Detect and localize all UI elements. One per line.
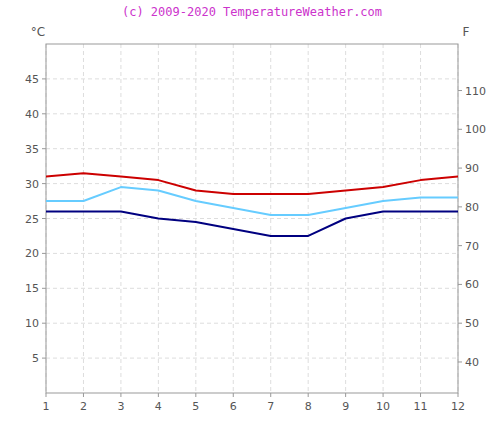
tick-label: 8 [305, 400, 312, 413]
tick-label: 20 [25, 247, 39, 260]
tick-label: 60 [465, 278, 479, 291]
tick-label: 50 [465, 317, 479, 330]
tick [46, 393, 47, 397]
tick [42, 183, 46, 184]
tick [458, 206, 462, 207]
tick-label: 70 [465, 240, 479, 253]
tick-label: 6 [230, 400, 237, 413]
grid-line [46, 218, 458, 219]
tick-label: 5 [32, 352, 39, 365]
grid-line [383, 44, 384, 393]
grid-line [195, 44, 196, 393]
plot-frame [46, 44, 458, 393]
tick-label: 9 [342, 400, 349, 413]
tick-label: 4 [155, 400, 162, 413]
tick [195, 393, 196, 397]
tick [42, 148, 46, 149]
axis-label: °C [31, 25, 45, 39]
tick-label: 15 [25, 282, 39, 295]
tick [42, 358, 46, 359]
grid-line [46, 323, 458, 324]
tick [458, 129, 462, 130]
grid-line [270, 44, 271, 393]
tick [345, 393, 346, 397]
tick [42, 218, 46, 219]
grid-line [46, 253, 458, 254]
tick-label: 11 [414, 400, 428, 413]
tick [42, 288, 46, 289]
grid-line [233, 44, 234, 393]
tick [308, 393, 309, 397]
lines [46, 173, 458, 236]
tick [458, 168, 462, 169]
tick [158, 393, 159, 397]
tick-label: 90 [465, 162, 479, 175]
tick [120, 393, 121, 397]
grid-line [46, 113, 458, 114]
grid-line [46, 358, 458, 359]
tick-label: 40 [465, 356, 479, 369]
tick [383, 393, 384, 397]
tick [83, 393, 84, 397]
tick-label: 5 [192, 400, 199, 413]
tick [458, 245, 462, 246]
tick-label: 40 [25, 108, 39, 121]
grid-line [420, 44, 421, 393]
chart: (c) 2009-2020 TemperatureWeather.com 5 10 1… [0, 0, 504, 425]
tick-label: 100 [465, 123, 486, 136]
tick-label: 2 [80, 400, 87, 413]
tick [420, 393, 421, 397]
tick-label: 10 [25, 317, 39, 330]
grid [46, 44, 458, 393]
tick [233, 393, 234, 397]
tick-label: 7 [267, 400, 274, 413]
tick-label: 80 [465, 201, 479, 214]
y2-axis: 40 50 60 70 80 90 100 110 [458, 85, 486, 369]
tick-label: 3 [117, 400, 124, 413]
tick [42, 253, 46, 254]
tick-label: 12 [451, 400, 465, 413]
grid-line [46, 78, 458, 79]
tick [458, 323, 462, 324]
tick-label: 30 [25, 178, 39, 191]
grid-line [46, 288, 458, 289]
tick-label: 1 [43, 400, 50, 413]
x-axis: 123456789101112 [43, 393, 466, 413]
series-line [46, 212, 458, 236]
tick [458, 361, 462, 362]
tick [42, 78, 46, 79]
tick-label: 10 [376, 400, 390, 413]
title: (c) 2009-2020 TemperatureWeather.com [122, 5, 382, 19]
tick [458, 393, 459, 397]
grid-line [46, 148, 458, 149]
y-axis: 5 10 15 20 25 30 35 40 45 [25, 73, 46, 365]
tick-label: 110 [465, 85, 486, 98]
axis-label: F [463, 25, 470, 39]
tick-label: 35 [25, 143, 39, 156]
tick [42, 113, 46, 114]
tick [458, 284, 462, 285]
tick-label: 45 [25, 73, 39, 86]
tick [270, 393, 271, 397]
tick [42, 323, 46, 324]
grid-line [308, 44, 309, 393]
grid-line [120, 44, 121, 393]
tick-label: 25 [25, 213, 39, 226]
grid-line [83, 44, 84, 393]
tick [458, 90, 462, 91]
